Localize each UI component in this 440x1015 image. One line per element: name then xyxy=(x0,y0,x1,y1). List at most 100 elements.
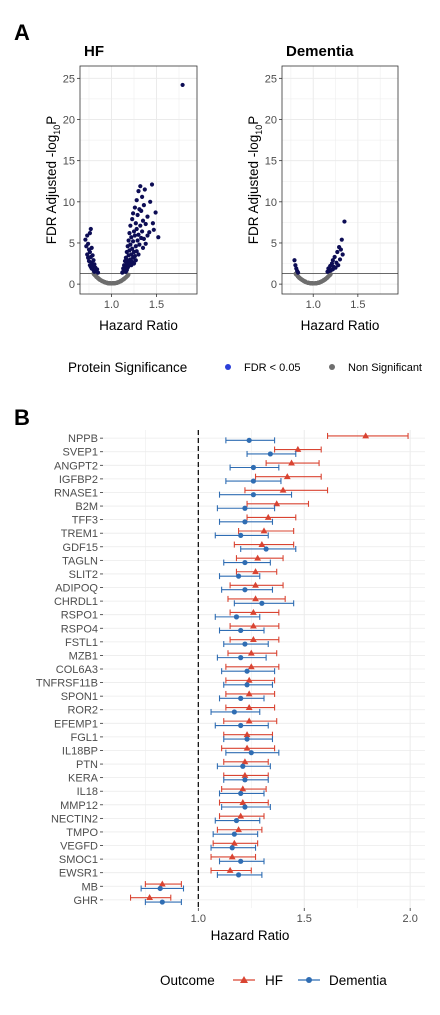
hf-significant-point xyxy=(85,233,90,238)
forest-protein-label: FSTL1 xyxy=(65,637,98,649)
legend-significant-label: FDR < 0.05 xyxy=(244,362,301,374)
hf-significant-point xyxy=(135,212,140,218)
dementia-significant-point xyxy=(338,247,343,252)
forest-hf-point xyxy=(250,608,257,615)
dementia-significant-point xyxy=(333,265,338,270)
forest-x-tick-label: 1.5 xyxy=(297,913,312,925)
forest-hf-point xyxy=(254,554,262,561)
dementia-significant-point xyxy=(330,258,335,263)
forest-protein-label: IL18 xyxy=(77,786,98,798)
hf-significant-point xyxy=(130,216,135,222)
forest-hf-point xyxy=(252,595,259,602)
hf-significant-point xyxy=(128,242,133,247)
forest-protein-label: TMPO xyxy=(66,827,98,839)
hf-panel-border xyxy=(79,65,198,295)
forest-hf-point xyxy=(241,758,249,765)
legend-nonsignificant-label: Non Significant xyxy=(348,362,422,374)
legend-dementia-label: Dementia xyxy=(329,973,387,988)
hf-y-tick-label: 15 xyxy=(63,156,75,168)
legend-hf-triangle xyxy=(240,976,248,983)
forest-hf-point xyxy=(146,894,154,901)
hf-significant-point xyxy=(180,82,185,88)
hf-x-tick-label: 1.0 xyxy=(104,299,119,311)
forest-protein-label: RSPO1 xyxy=(61,610,98,622)
forest-protein-label: RSPO4 xyxy=(61,623,98,635)
dementia-significant-point xyxy=(329,261,335,266)
forest-hf-point xyxy=(247,663,255,670)
hf-significant-point xyxy=(131,211,136,216)
forest-protein-label: TFF3 xyxy=(72,515,98,527)
hf-significant-point xyxy=(89,245,94,251)
dementia-significant-point xyxy=(292,258,297,263)
dementia-significant-point xyxy=(336,263,341,268)
hf-significant-point xyxy=(87,230,92,236)
forest-protein-label: NPPB xyxy=(68,433,98,445)
hf-significant-point xyxy=(83,237,88,242)
dementia-y-tick-label: 15 xyxy=(265,156,277,168)
forest-hf-point xyxy=(260,527,268,534)
forest-dementia-point xyxy=(235,872,242,878)
forest-hf-point xyxy=(245,717,253,724)
forest-protein-label: IGFBP2 xyxy=(59,474,98,486)
hf-significant-point xyxy=(143,241,148,246)
hf-significant-point xyxy=(86,241,91,246)
forest-dementia-point xyxy=(267,451,273,457)
hf-significant-point xyxy=(156,235,161,240)
volcano-dementia-plot: Dementia 1.0 1.5 0 5 10 15 20 25 Hazard Ratio FDR … xyxy=(246,43,399,333)
hf-nonsignificant-point xyxy=(104,280,108,285)
forest-protein-label: GHR xyxy=(74,895,99,907)
forest-dementia-point xyxy=(238,858,244,864)
significance-legend-title: Protein Significance xyxy=(68,360,187,375)
dementia-significant-point xyxy=(295,270,301,275)
dementia-nonsignificant-point xyxy=(304,280,309,285)
forest-protein-label: EFEMP1 xyxy=(54,718,98,730)
dementia-nonsignificant-point xyxy=(321,278,326,283)
forest-x-tick-label: 2.0 xyxy=(403,913,418,925)
hf-significant-point xyxy=(92,262,97,267)
forest-hf-point xyxy=(241,771,249,778)
forest-hf-point xyxy=(252,568,259,575)
outcome-legend: Outcome HF Dementia xyxy=(160,973,387,988)
forest-hf-point xyxy=(235,826,242,833)
hf-significant-point xyxy=(85,252,90,257)
forest-hf-point xyxy=(239,785,247,792)
dementia-nonsignificant-point xyxy=(328,272,332,277)
dementia-significant-point xyxy=(332,254,337,260)
dementia-nonsignificant-point xyxy=(298,276,303,281)
hf-significant-point xyxy=(95,270,101,275)
forest-dementia-point xyxy=(250,464,257,471)
dementia-x-axis-title: Hazard Ratio xyxy=(301,318,380,333)
dementia-y-tick-label: 20 xyxy=(265,115,277,127)
hf-significant-point xyxy=(150,221,155,226)
forest-x-tick-label: 1.0 xyxy=(191,913,206,925)
dementia-title: Dementia xyxy=(286,43,354,60)
hf-significant-point xyxy=(132,233,137,238)
dementia-significant-point xyxy=(340,252,345,257)
hf-significant-point xyxy=(147,230,152,235)
forest-dementia-point xyxy=(242,505,248,511)
forest-protein-label: SLIT2 xyxy=(69,569,98,581)
hf-significant-point xyxy=(134,226,139,232)
forest-hf-point xyxy=(226,866,234,873)
legend-significant-swatch xyxy=(225,364,231,370)
dementia-significant-point xyxy=(342,219,347,224)
dementia-panel-border xyxy=(281,65,399,295)
forest-hf-point xyxy=(230,839,238,846)
dementia-y-tick-label: 5 xyxy=(271,238,277,250)
forest-hf-point xyxy=(258,540,266,547)
hf-significant-point xyxy=(141,236,146,241)
forest-dementia-point xyxy=(244,668,250,674)
forest-dementia-point xyxy=(242,587,248,593)
hf-significant-point xyxy=(126,238,131,243)
dementia-x-tick-label: 1.5 xyxy=(350,299,365,311)
dementia-x-tick-label: 1.0 xyxy=(306,299,321,311)
hf-y-axis-title: FDR Adjusted -log10P xyxy=(44,116,62,245)
hf-significant-point xyxy=(143,221,148,227)
hf-significant-point xyxy=(141,203,146,208)
hf-significant-point xyxy=(87,249,92,255)
hf-significant-point xyxy=(140,229,145,234)
hf-significant-point xyxy=(136,252,141,257)
forest-hf-point xyxy=(237,812,245,819)
forest-dementia-point xyxy=(244,682,250,688)
